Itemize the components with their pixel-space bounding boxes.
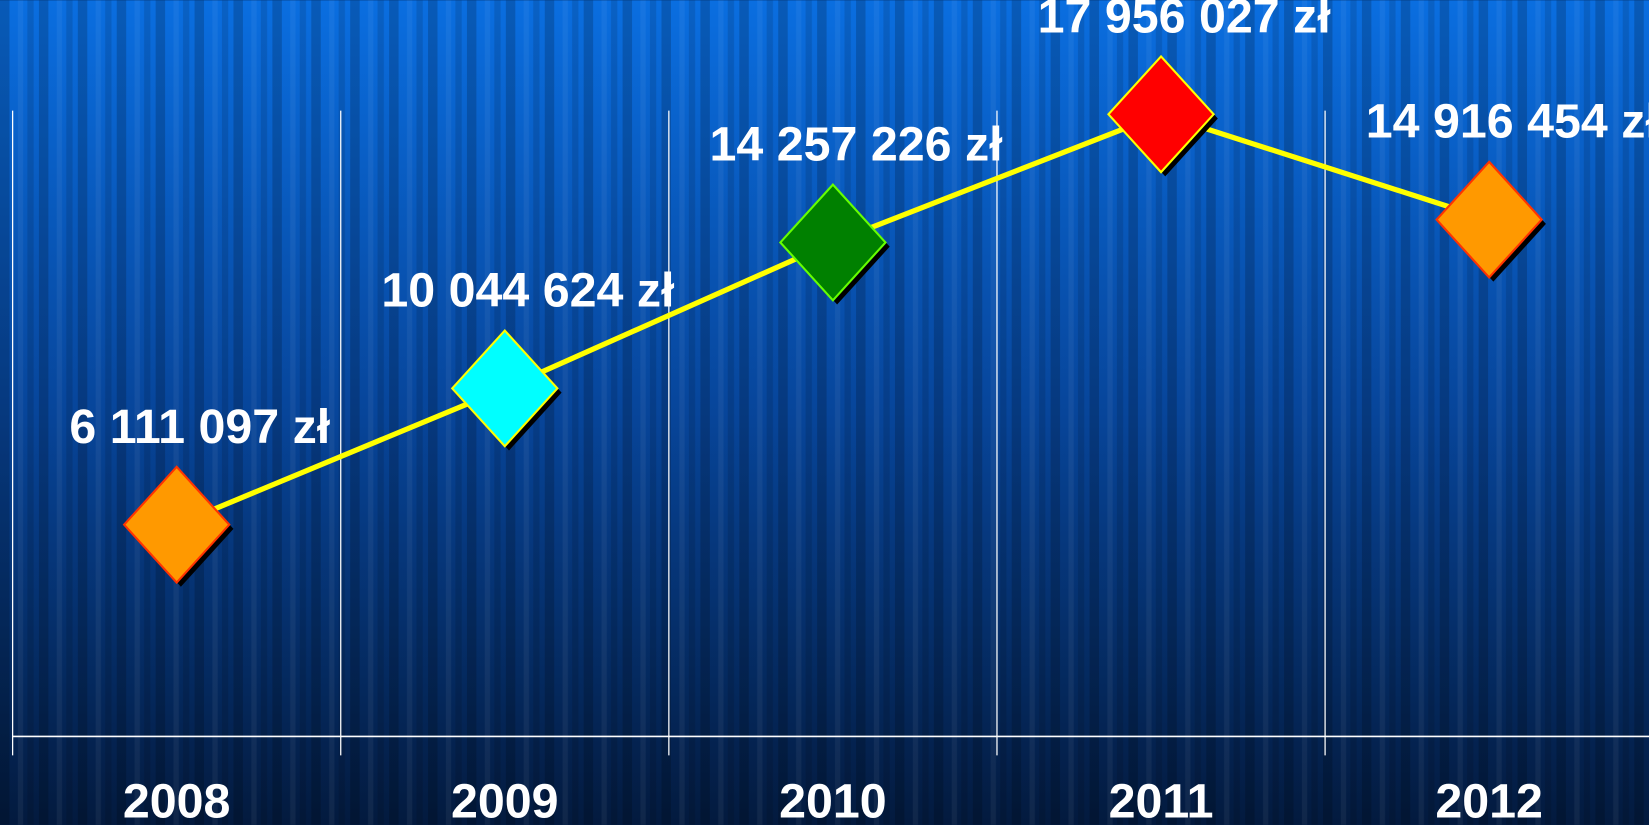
data-label: 10 044 624 zł: [381, 264, 675, 318]
x-tick-label: 2010: [779, 775, 887, 825]
data-label: 14 916 454 zł: [1366, 95, 1649, 149]
x-tick-label: 2008: [123, 775, 231, 825]
marker: [1435, 160, 1544, 280]
data-label: 17 956 027 zł: [1038, 0, 1332, 43]
data-label: 6 111 097 zł: [69, 400, 330, 454]
marker: [1107, 54, 1216, 174]
marker: [778, 183, 887, 302]
data-label: 14 257 226 zł: [710, 118, 1004, 172]
marker: [450, 328, 559, 448]
x-tick-label: 2011: [1109, 775, 1214, 825]
x-tick-label: 2009: [451, 775, 559, 825]
marker: [122, 465, 231, 585]
x-tick-label: 2012: [1435, 775, 1543, 825]
